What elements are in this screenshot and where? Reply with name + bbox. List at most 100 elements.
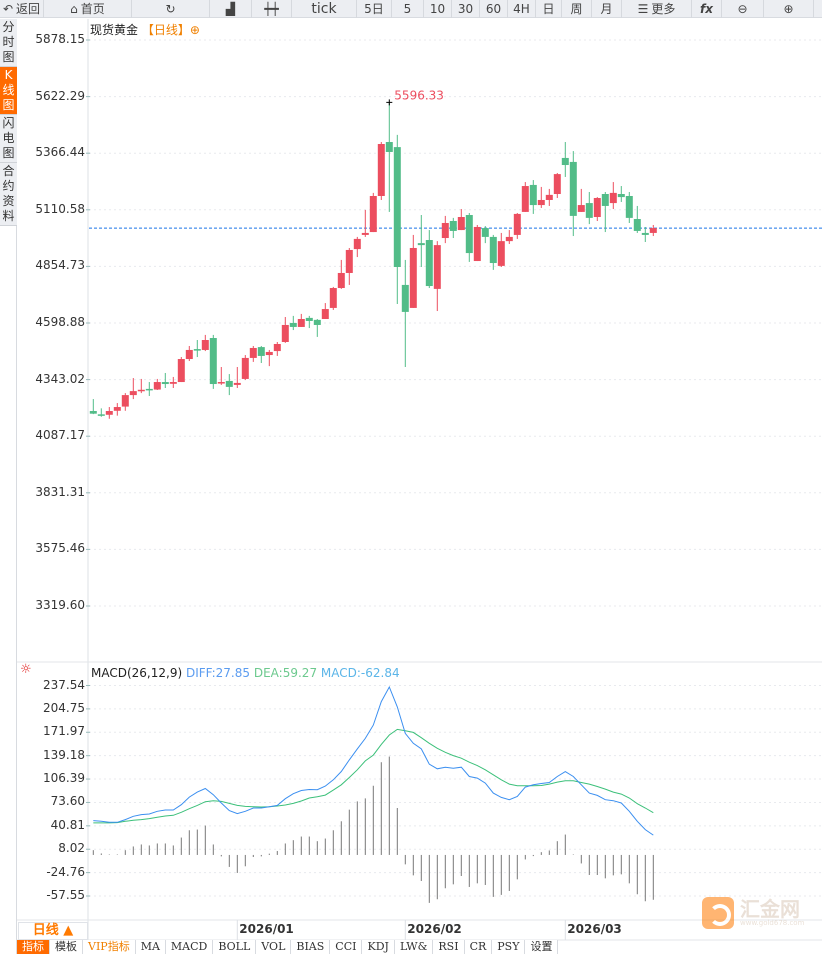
- price-axis-label: 4087.17: [35, 428, 85, 443]
- macd-settings-icon[interactable]: ☼: [20, 662, 32, 677]
- formula-button[interactable]: fx: [692, 0, 722, 18]
- tick-button[interactable]: tick: [292, 0, 357, 18]
- period-month-button[interactable]: 月: [592, 0, 622, 18]
- back-button[interactable]: ↶ 返回: [0, 0, 44, 18]
- candle-body: [385, 142, 393, 152]
- macd-axis-label: 139.18: [43, 747, 85, 762]
- candle-body: [377, 144, 385, 196]
- high-marker-icon: [386, 99, 393, 106]
- indicator-tab-1[interactable]: 模板: [50, 940, 83, 954]
- refresh-button[interactable]: ↻: [132, 0, 210, 18]
- five-day-button[interactable]: 5日: [357, 0, 392, 18]
- sidebar-tab-timeshare[interactable]: 分时图: [0, 19, 17, 67]
- candle-body: [201, 340, 209, 350]
- candle-body: [369, 195, 377, 233]
- indicator-tab-cr[interactable]: CR: [464, 940, 493, 954]
- indicator-tab-rsi[interactable]: RSI: [433, 940, 465, 954]
- toolbar: ↶ 返回 ⌂ 首页 ↻ ▟ ┿┿ tick 5日 5 10 30 60 4H 日 周…: [0, 0, 822, 18]
- candle-body: [529, 184, 537, 206]
- candle-body: [545, 194, 553, 200]
- indicator-tab-ma[interactable]: MA: [135, 940, 166, 954]
- candle-body: [225, 380, 233, 387]
- candle-body: [161, 382, 169, 385]
- indicator-tab-lw[interactable]: LW&: [394, 940, 434, 954]
- candle-body: [337, 272, 345, 289]
- indicator-tab-vip[interactable]: VIP指标: [83, 940, 136, 954]
- indicator-tab-vol[interactable]: VOL: [256, 940, 292, 954]
- sidebar-tab-kline[interactable]: K线图: [0, 67, 17, 115]
- candle-body: [153, 382, 161, 390]
- macd-axis-label: 171.97: [43, 724, 85, 739]
- period-5-button[interactable]: 5: [392, 0, 424, 18]
- candle-body: [321, 309, 329, 319]
- candle-body: [241, 357, 249, 379]
- price-axis-label: 4343.02: [35, 371, 85, 386]
- macd-axis-label: 40.81: [50, 817, 85, 832]
- candle-body: [289, 322, 297, 327]
- chart-title: 现货黄金 【日线】⊕: [90, 21, 200, 38]
- period-toggle-button[interactable]: 日线 ▲: [18, 922, 88, 940]
- refresh-icon: ↻: [165, 2, 176, 16]
- candle-body: [465, 215, 473, 254]
- logo-mark-icon: [702, 897, 734, 929]
- candle-body: [625, 195, 633, 218]
- zoom-in-button[interactable]: ⊕: [764, 0, 814, 18]
- indicator-tab-0[interactable]: 指标: [17, 940, 50, 954]
- more-button[interactable]: ☰ 更多: [622, 0, 692, 18]
- candle-body: [249, 347, 257, 358]
- date-axis-label: 2026/01: [239, 922, 294, 936]
- candle-body: [409, 247, 417, 308]
- indicator-tab-cci[interactable]: CCI: [330, 940, 363, 954]
- period-30-button[interactable]: 30: [452, 0, 480, 18]
- candle-body: [449, 220, 457, 231]
- indicator-tab-bias[interactable]: BIAS: [291, 940, 331, 954]
- indicator-chart-button[interactable]: ▟: [210, 0, 252, 18]
- indicator-tab-macd[interactable]: MACD: [165, 940, 214, 954]
- candle-body: [617, 194, 625, 198]
- period-60-button[interactable]: 60: [480, 0, 508, 18]
- zoom-out-button[interactable]: ⊖: [722, 0, 764, 18]
- candle-body: [393, 147, 401, 268]
- candle-body: [177, 359, 185, 383]
- price-axis-label: 3575.46: [35, 541, 85, 556]
- indicator-tab-boll[interactable]: BOLL: [213, 940, 257, 954]
- candle-body: [481, 228, 489, 237]
- candle-body: [521, 186, 529, 212]
- candle-body: [97, 414, 105, 416]
- chart-period: 【日线】: [141, 23, 190, 37]
- period-10-button[interactable]: 10: [424, 0, 452, 18]
- period-day-button[interactable]: 日: [536, 0, 562, 18]
- macd-axis-label: 73.60: [50, 794, 85, 809]
- add-icon[interactable]: ⊕: [189, 23, 200, 37]
- candle-body: [537, 199, 545, 206]
- macd-diff-value: DIFF:27.85: [185, 666, 251, 680]
- indicator-tab-14[interactable]: 设置: [525, 940, 559, 954]
- candlestick-icon: ┿┿: [264, 2, 279, 16]
- menu-icon: ☰: [637, 2, 649, 16]
- candle-body: [553, 174, 561, 195]
- period-4h-button[interactable]: 4H: [508, 0, 536, 18]
- price-axis-label: 5110.58: [35, 201, 85, 216]
- macd-axis-label: 204.75: [43, 700, 85, 715]
- home-button[interactable]: ⌂ 首页: [44, 0, 132, 18]
- candlestick-button[interactable]: ┿┿: [252, 0, 292, 18]
- symbol-name: 现货黄金: [90, 23, 139, 37]
- indicator-tab-kdj[interactable]: KDJ: [362, 940, 395, 954]
- price-axis-label: 3831.31: [35, 484, 85, 499]
- period-week-button[interactable]: 周: [562, 0, 592, 18]
- candle-body: [633, 218, 641, 231]
- sidebar-tab-flash[interactable]: 闪电图: [0, 115, 17, 163]
- candle-body: [137, 389, 145, 392]
- indicator-tab-psy[interactable]: PSY: [492, 940, 526, 954]
- macd-axis-label: -24.76: [46, 864, 85, 879]
- sidebar-tab-contract-info[interactable]: 合约资料: [0, 163, 17, 226]
- candle-body: [169, 382, 177, 384]
- candle-body: [473, 226, 481, 262]
- candle-body: [497, 241, 505, 266]
- candle-body: [433, 245, 441, 289]
- macd-axis-label: 8.02: [58, 841, 85, 856]
- price-axis-label: 5622.29: [35, 88, 85, 103]
- candle-body: [441, 222, 449, 239]
- candle-body: [353, 238, 361, 250]
